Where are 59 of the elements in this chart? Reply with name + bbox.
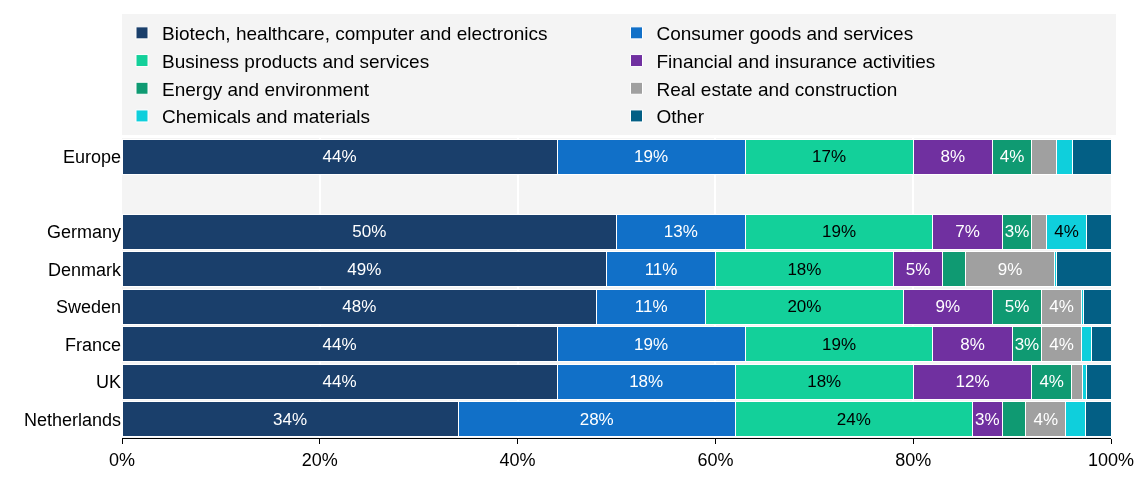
data-label: 34% bbox=[273, 409, 308, 429]
x-tick-label: 40% bbox=[499, 449, 536, 470]
x-tick-label: 0% bbox=[108, 449, 136, 470]
data-label: 4% bbox=[999, 147, 1025, 167]
data-label: 19% bbox=[634, 147, 669, 167]
data-label: 4% bbox=[1054, 222, 1079, 242]
data-label: 49% bbox=[347, 259, 382, 279]
data-label: 4% bbox=[1049, 334, 1074, 354]
x-tick-label: 20% bbox=[301, 449, 338, 470]
data-label: 9% bbox=[997, 259, 1023, 279]
data-label: 13% bbox=[663, 222, 698, 242]
x-tick-label: 80% bbox=[895, 449, 932, 470]
data-label: 11% bbox=[644, 259, 678, 279]
y-tick-label: France bbox=[64, 334, 121, 355]
y-tick-label: Europe bbox=[62, 147, 121, 168]
legend-label: Chemicals and materials bbox=[162, 106, 371, 128]
data-label: 11% bbox=[634, 297, 668, 317]
data-label: 24% bbox=[836, 409, 871, 429]
data-label: 50% bbox=[352, 222, 387, 242]
legend-label: Business products and services bbox=[162, 50, 430, 72]
data-label: 18% bbox=[807, 372, 842, 392]
data-label: 8% bbox=[940, 147, 966, 167]
data-label: 19% bbox=[822, 334, 857, 354]
data-label: 17% bbox=[812, 147, 847, 167]
legend-label: Biotech, healthcare, computer and electronics bbox=[162, 23, 548, 45]
data-label: 44% bbox=[322, 147, 357, 167]
data-label: 3% bbox=[1014, 334, 1040, 354]
data-label: 20% bbox=[787, 297, 822, 317]
y-tick-label: Sweden bbox=[55, 297, 121, 318]
data-label: 5% bbox=[905, 259, 931, 279]
data-label: 3% bbox=[1004, 222, 1030, 242]
legend-label: Energy and environment bbox=[162, 78, 370, 100]
data-label: 4% bbox=[1039, 372, 1064, 392]
x-tick-label: 100% bbox=[1087, 449, 1135, 470]
legend-label: Financial and insurance activities bbox=[656, 50, 936, 72]
x-tick-label: 60% bbox=[697, 449, 734, 470]
y-tick-label: Denmark bbox=[47, 259, 122, 280]
y-tick-label: Germany bbox=[46, 222, 121, 243]
data-label: 19% bbox=[634, 334, 669, 354]
legend-label: Consumer goods and services bbox=[656, 23, 914, 45]
data-label: 3% bbox=[975, 409, 1000, 429]
data-label: 9% bbox=[935, 297, 961, 317]
data-label: 7% bbox=[955, 222, 980, 242]
data-label: 48% bbox=[342, 297, 377, 317]
data-label: 18% bbox=[629, 372, 664, 392]
data-label: 5% bbox=[1004, 297, 1030, 317]
data-label: 44% bbox=[322, 334, 357, 354]
y-tick-label: UK bbox=[95, 372, 121, 393]
data-label: 18% bbox=[787, 259, 822, 279]
y-tick-label: Netherlands bbox=[23, 409, 121, 430]
data-label: 8% bbox=[960, 334, 985, 354]
data-label: 19% bbox=[822, 222, 857, 242]
legend-label: Other bbox=[656, 106, 705, 128]
legend-label: Real estate and construction bbox=[656, 78, 898, 100]
data-label: 4% bbox=[1049, 297, 1074, 317]
data-label: 28% bbox=[579, 409, 614, 429]
data-label: 12% bbox=[955, 372, 990, 392]
data-label: 4% bbox=[1033, 409, 1059, 429]
data-label: 44% bbox=[322, 372, 357, 392]
